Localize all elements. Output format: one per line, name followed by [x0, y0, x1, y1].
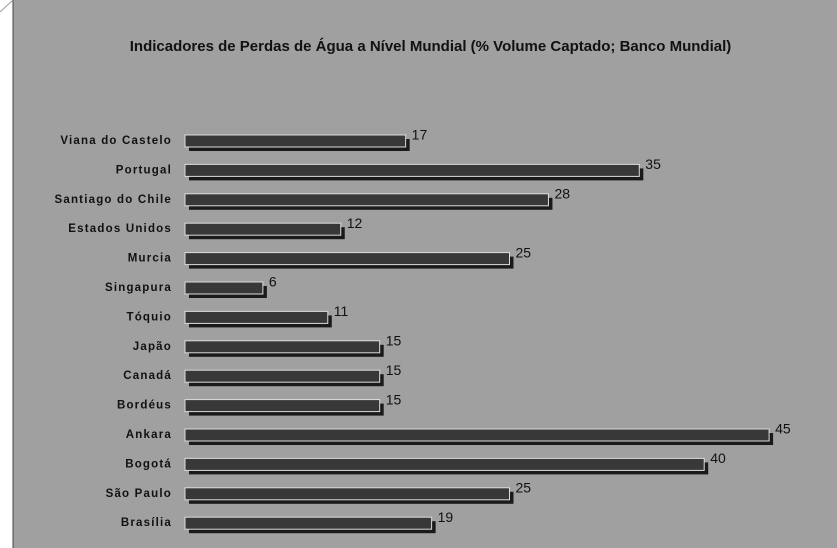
bar [184, 369, 381, 383]
value-label: 25 [516, 244, 532, 260]
category-label: São Paulo [106, 488, 172, 500]
chart-title: Indicadores de Perdas de Água a Nível Mu… [129, 38, 732, 55]
bar [184, 252, 510, 266]
bar [184, 134, 407, 148]
category-label: Santiago do Chile [54, 194, 172, 206]
category-label: Canadá [123, 370, 172, 382]
value-label: 15 [386, 333, 402, 349]
decoration [0, 0, 14, 13]
value-label: 28 [554, 186, 570, 202]
bar [184, 428, 770, 442]
category-label: Ankara [126, 429, 172, 441]
value-label: 17 [412, 127, 428, 143]
bar [184, 487, 510, 501]
chart-background [13, 0, 837, 548]
category-label: Bordéus [117, 400, 172, 412]
value-label: 45 [775, 421, 791, 437]
bar [184, 193, 549, 207]
value-label: 12 [347, 215, 363, 231]
category-label: Tóquio [126, 311, 172, 323]
bar [184, 457, 705, 471]
value-label: 15 [386, 391, 402, 407]
value-label: 11 [334, 303, 349, 319]
value-label: 15 [386, 362, 402, 378]
bar [184, 340, 381, 354]
category-label: Brasília [121, 517, 172, 529]
value-label: 19 [438, 509, 454, 525]
value-label: 40 [710, 450, 726, 466]
category-label: Estados Unidos [68, 223, 172, 235]
value-label: 6 [269, 274, 277, 290]
bar [184, 163, 640, 177]
value-label: 35 [645, 156, 661, 172]
category-label: Viana do Castelo [60, 135, 172, 147]
category-label: Bogotá [125, 458, 172, 470]
category-label: Japão [133, 341, 172, 353]
bar [184, 310, 329, 324]
bar [184, 516, 433, 530]
value-label: 25 [516, 480, 532, 496]
bar [184, 399, 381, 413]
bar [184, 222, 342, 236]
bar [184, 281, 264, 295]
category-label: Portugal [116, 164, 172, 176]
category-label: Murcia [128, 253, 172, 265]
category-label: Singapura [105, 282, 172, 294]
